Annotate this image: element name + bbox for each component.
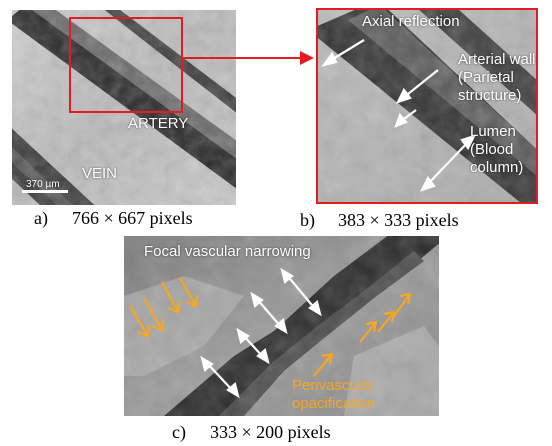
opacification-arrows [129,277,412,377]
label-axial-reflection: Axial reflection [362,13,460,30]
panel-b-zoomed-image: Axial reflection Arterial wall (Parietal… [316,8,538,204]
label-lumen-line1: Lumen [470,123,516,140]
label-perivascular-line1: Perivascular [292,377,375,394]
scale-bar-label: 370 µm [26,179,60,190]
label-artery: ARTERY [128,115,189,132]
caption-a-size: 766 × 667 pixels [72,208,193,228]
label-arterial-wall-line2: (Parietal [458,69,514,86]
label-lumen-line2: (Blood [470,141,514,158]
caption-c-letter: c) [172,422,186,442]
label-vein: VEIN [82,165,118,182]
caption-a-letter: a) [34,208,48,228]
caption-c-size: 333 × 200 pixels [210,422,331,442]
narrowing-arrows [200,267,322,399]
panel-a-fundus-image: ARTERY VEIN 370 µm [12,10,236,205]
panel-a-image [12,10,236,205]
panel-c-image [124,236,439,416]
caption-b-letter: b) [300,210,315,230]
label-arterial-wall-line3: structure) [458,87,522,104]
panel-c-narrowing-image: Focal vascular narrowing Perivascular op… [124,236,439,416]
scale-bar [22,190,68,193]
label-perivascular-line2: opacification [292,395,376,412]
zoom-region-box [69,17,183,113]
label-lumen-line3: column) [470,159,524,176]
label-arterial-wall-line1: Arterial wall [458,51,536,68]
label-focal-narrowing: Focal vascular narrowing [144,243,311,260]
panel-b-image [318,10,536,202]
caption-b-size: 383 × 333 pixels [338,210,459,230]
